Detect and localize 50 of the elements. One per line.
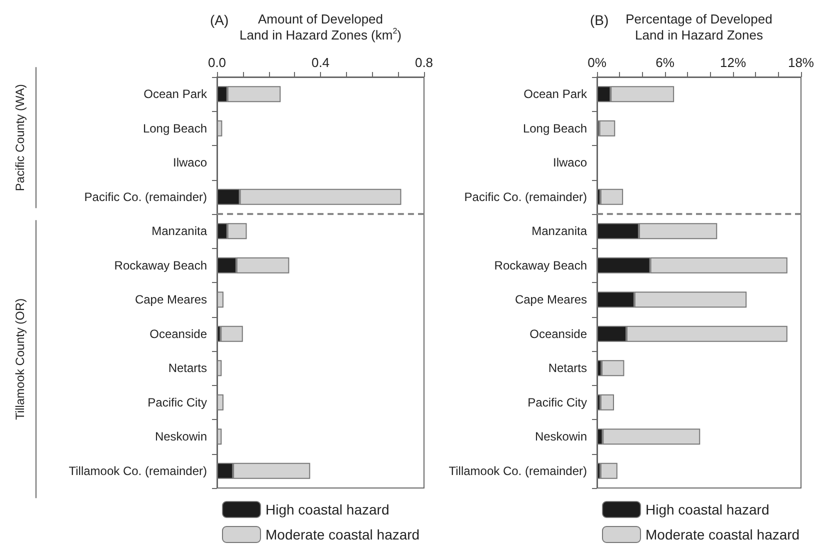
- bar: [220, 326, 243, 342]
- legend-label: Moderate coastal hazard: [266, 526, 420, 542]
- y-tick-label: Pacific City: [148, 395, 207, 410]
- bar: [217, 120, 222, 136]
- bar: [217, 360, 222, 376]
- y-tick-label: Netarts: [168, 361, 207, 376]
- legend-label: Moderate coastal hazard: [646, 526, 800, 542]
- x-tick-label: 12%: [720, 55, 746, 70]
- legend-label: High coastal hazard: [646, 502, 770, 518]
- y-tick-label: Rockaway Beach: [494, 258, 587, 272]
- bar: [600, 188, 624, 205]
- y-tick-label: Oceanside: [530, 326, 588, 341]
- y-tick-label: Neskowin: [534, 430, 587, 444]
- bar: [599, 120, 616, 136]
- legend-label: High coastal hazard: [266, 502, 390, 518]
- y-tick-label: Rockaway Beach: [114, 258, 207, 272]
- bar: [600, 462, 618, 479]
- bar: [217, 292, 224, 308]
- y-tick-label: Ocean Park: [144, 87, 208, 102]
- x-tick-label: 0.8: [414, 55, 434, 70]
- y-tick-label: Cape Meares: [134, 292, 207, 307]
- chart-title: (A): [210, 12, 229, 28]
- x-tick-label: 0.4: [311, 55, 330, 70]
- y-tick-label: Ocean Park: [524, 87, 588, 102]
- chart-title: (B): [590, 12, 609, 28]
- x-tick-label: 18%: [788, 55, 814, 70]
- y-tick-label: Manzanita: [532, 224, 588, 238]
- y-tick-label: Tillamook Co. (remainder): [68, 464, 207, 478]
- y-tick-label: Long Beach: [522, 121, 587, 136]
- y-tick-label: Tillamook Co. (remainder): [448, 464, 587, 478]
- bar: [600, 394, 614, 410]
- y-tick-label: Pacific Co. (remainder): [464, 190, 587, 204]
- x-tick-label: 6%: [656, 55, 675, 70]
- bar: [217, 428, 222, 445]
- y-tick-label: Ilwaco: [172, 156, 208, 170]
- y-tick-label: Pacific City: [528, 395, 587, 410]
- y-tick-label: Ilwaco: [552, 156, 588, 170]
- y-tick-label: Long Beach: [142, 121, 207, 136]
- x-tick-label: 0.0: [208, 55, 226, 70]
- y-tick-label: Netarts: [548, 361, 587, 376]
- y-tick-label: Oceanside: [150, 326, 208, 341]
- y-tick-label: Cape Meares: [514, 292, 587, 307]
- text: Tillamook County (OR): [13, 298, 27, 420]
- text: Pacific County (WA): [13, 84, 27, 192]
- x-axis-title: Percentage of Developed Land in Hazard Zones: [626, 12, 772, 42]
- y-tick-label: Manzanita: [152, 224, 208, 238]
- x-tick-label: 0%: [588, 55, 607, 70]
- y-tick-label: Pacific Co. (remainder): [84, 190, 207, 204]
- bar: [217, 394, 224, 410]
- y-tick-label: Neskowin: [154, 430, 207, 444]
